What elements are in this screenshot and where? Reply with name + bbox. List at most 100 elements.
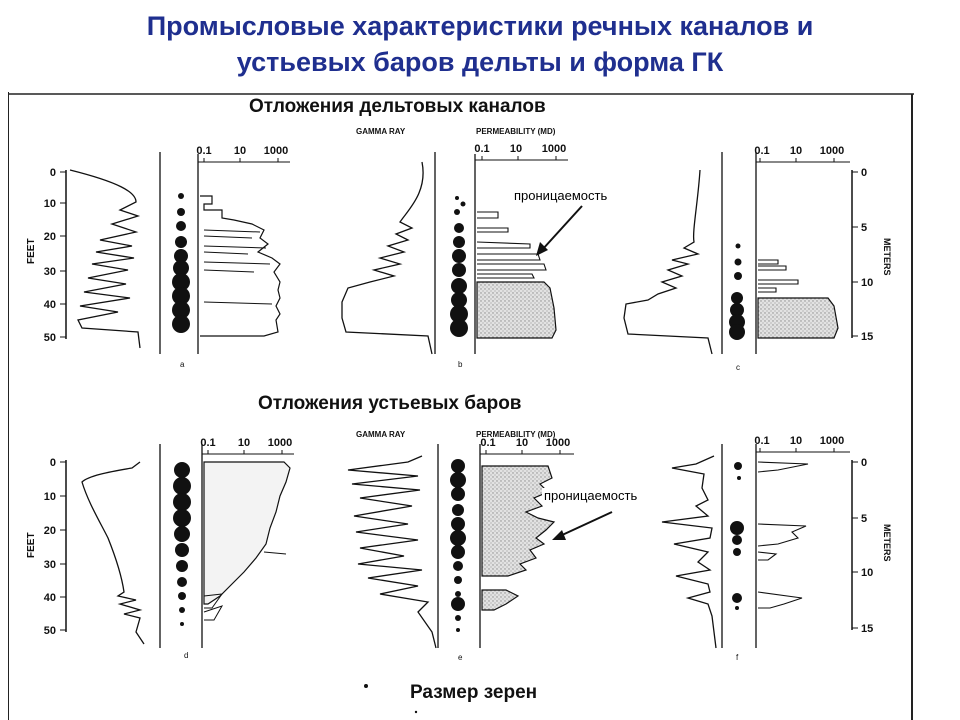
- callout-arrow-top: [541, 205, 583, 251]
- perm-tick-f-10: 10: [790, 435, 802, 447]
- perm-scale-c: 0.1 10 1000: [754, 145, 850, 163]
- permeability-fill-e: [481, 465, 556, 577]
- feet-tick-top-40: 40: [44, 299, 56, 311]
- feet-tick-top-0: 0: [50, 167, 56, 179]
- perm-tick-c-10: 10: [790, 145, 802, 157]
- gamma-ray-curve-e: [347, 455, 437, 649]
- grain-size-column-e: [450, 459, 466, 632]
- panel-letter-b: b: [458, 360, 463, 369]
- perm-streaks-a: [203, 229, 273, 305]
- permeability-callout-bottom: проницаемость: [542, 488, 640, 503]
- panel-letter-d: d: [184, 651, 188, 660]
- gamma-ray-curve-f: [661, 455, 717, 649]
- grain-size-label: Размер зерен: [406, 682, 542, 704]
- gamma-ray-label-top: GAMMA RAY: [356, 127, 406, 136]
- gamma-ray-label-bottom: GAMMA RAY: [356, 430, 406, 439]
- grain-size-legend-dot: [364, 684, 368, 688]
- perm-tick-b-1000: 1000: [542, 143, 566, 155]
- perm-scale-b: 0.1 10 1000: [474, 143, 568, 161]
- perm-tick-d-1000: 1000: [268, 437, 292, 449]
- feet-tick-bottom-0: 0: [50, 457, 56, 469]
- feet-tick-top-10: 10: [44, 198, 56, 210]
- meter-tick-bottom-15: 15: [861, 623, 873, 635]
- feet-tick-top-50: 50: [44, 332, 56, 344]
- feet-axis-top: 0 10 20 30 40 50 FEET: [26, 167, 67, 344]
- gamma-ray-curve-c: [623, 169, 713, 355]
- perm-tick-e-0-1: 0.1: [480, 437, 495, 449]
- perm-tick-b-0-1: 0.1: [474, 143, 489, 155]
- scan-speck: [414, 710, 418, 714]
- permeability-label-bottom: PERMEABILITY (MD): [476, 430, 556, 439]
- bars-section-title: Отложения устьевых баров: [254, 393, 526, 415]
- feet-tick-bottom-40: 40: [44, 592, 56, 604]
- meter-tick-top-5: 5: [861, 222, 867, 234]
- feet-tick-bottom-30: 30: [44, 559, 56, 571]
- feet-tick-bottom-10: 10: [44, 491, 56, 503]
- gamma-ray-curve-a: [69, 169, 141, 349]
- meter-tick-top-10: 10: [861, 277, 873, 289]
- perm-tick-a-1000: 1000: [264, 145, 288, 157]
- perm-tick-a-0-1: 0.1: [196, 145, 211, 157]
- grain-size-column-c: [729, 243, 745, 340]
- meter-tick-bottom-10: 10: [861, 567, 873, 579]
- meter-tick-top-0: 0: [861, 167, 867, 179]
- perm-scale-d: 0.1 10 1000: [200, 437, 294, 455]
- meter-tick-top-15: 15: [861, 331, 873, 343]
- perm-tick-e-1000: 1000: [546, 437, 570, 449]
- meters-axis-top: 0 5 10 15 METERS: [851, 167, 892, 343]
- perm-tick-a-10: 10: [234, 145, 246, 157]
- panel-letter-f: f: [736, 653, 739, 662]
- perm-streaks-c: [758, 259, 799, 293]
- perm-streaks-b: [476, 211, 547, 279]
- well-log-figure: 0 10 20 30 40 50 FEET 0.1 10 1000: [8, 92, 914, 720]
- permeability-profile-a: [200, 195, 281, 337]
- feet-tick-bottom-50: 50: [44, 625, 56, 637]
- perm-streaks-d: [203, 551, 287, 621]
- perm-tick-d-0-1: 0.1: [200, 437, 215, 449]
- callout-arrow-bottom: [559, 511, 613, 537]
- slide-title-line-2: устьевых баров дельты и форма ГК: [236, 47, 724, 77]
- well-log-figure-svg: 0 10 20 30 40 50 FEET 0.1 10 1000: [8, 92, 914, 720]
- perm-tick-f-0-1: 0.1: [754, 435, 769, 447]
- feet-axis-bottom: 0 10 20 30 40 50 FEET: [26, 457, 67, 637]
- permeability-callout-top: проницаемость: [512, 188, 610, 203]
- panel-letter-e: e: [458, 653, 463, 662]
- perm-tick-f-1000: 1000: [820, 435, 844, 447]
- panel-letter-c: c: [736, 363, 740, 372]
- permeability-profile-d: [203, 461, 291, 605]
- permeability-fill-b: [476, 281, 557, 339]
- meters-axis-bottom: 0 5 10 15 METERS: [851, 457, 892, 635]
- perm-scale-a: 0.1 10 1000: [196, 145, 290, 163]
- slide-title: Промысловые характеристики речных канало…: [0, 8, 960, 80]
- gamma-ray-curve-b: [341, 161, 433, 355]
- perm-tick-e-10: 10: [516, 437, 528, 449]
- callout-arrowhead-top: [536, 242, 548, 256]
- feet-tick-top-30: 30: [44, 266, 56, 278]
- perm-scale-f: 0.1 10 1000: [754, 435, 850, 453]
- perm-tick-d-10: 10: [238, 437, 250, 449]
- perm-tick-b-10: 10: [510, 143, 522, 155]
- panel-letter-a: a: [180, 360, 185, 369]
- feet-tick-bottom-20: 20: [44, 525, 56, 537]
- meter-tick-bottom-5: 5: [861, 513, 867, 525]
- grain-size-column-f: [730, 462, 744, 610]
- meter-tick-bottom-0: 0: [861, 457, 867, 469]
- meters-label-bottom: METERS: [882, 524, 892, 562]
- grain-size-column-b: [450, 196, 468, 337]
- permeability-fill-e-lower: [481, 589, 520, 611]
- permeability-profile-f: [757, 461, 809, 609]
- feet-tick-top-20: 20: [44, 231, 56, 243]
- perm-scale-e: 0.1 10 1000: [480, 437, 574, 455]
- callout-arrowhead-bottom: [552, 530, 566, 540]
- perm-tick-c-1000: 1000: [820, 145, 844, 157]
- grain-size-column-d: [173, 462, 191, 626]
- permeability-fill-c: [757, 297, 839, 339]
- feet-label-bottom: FEET: [26, 532, 37, 558]
- grain-size-column-a: [172, 193, 190, 333]
- slide-title-line-1: Промысловые характеристики речных канало…: [146, 11, 814, 41]
- gamma-ray-curve-d: [81, 461, 145, 645]
- permeability-label-top: PERMEABILITY (MD): [476, 127, 556, 136]
- perm-tick-c-0-1: 0.1: [754, 145, 769, 157]
- channels-section-title: Отложения дельтовых каналов: [245, 96, 550, 118]
- feet-label-top: FEET: [26, 238, 37, 264]
